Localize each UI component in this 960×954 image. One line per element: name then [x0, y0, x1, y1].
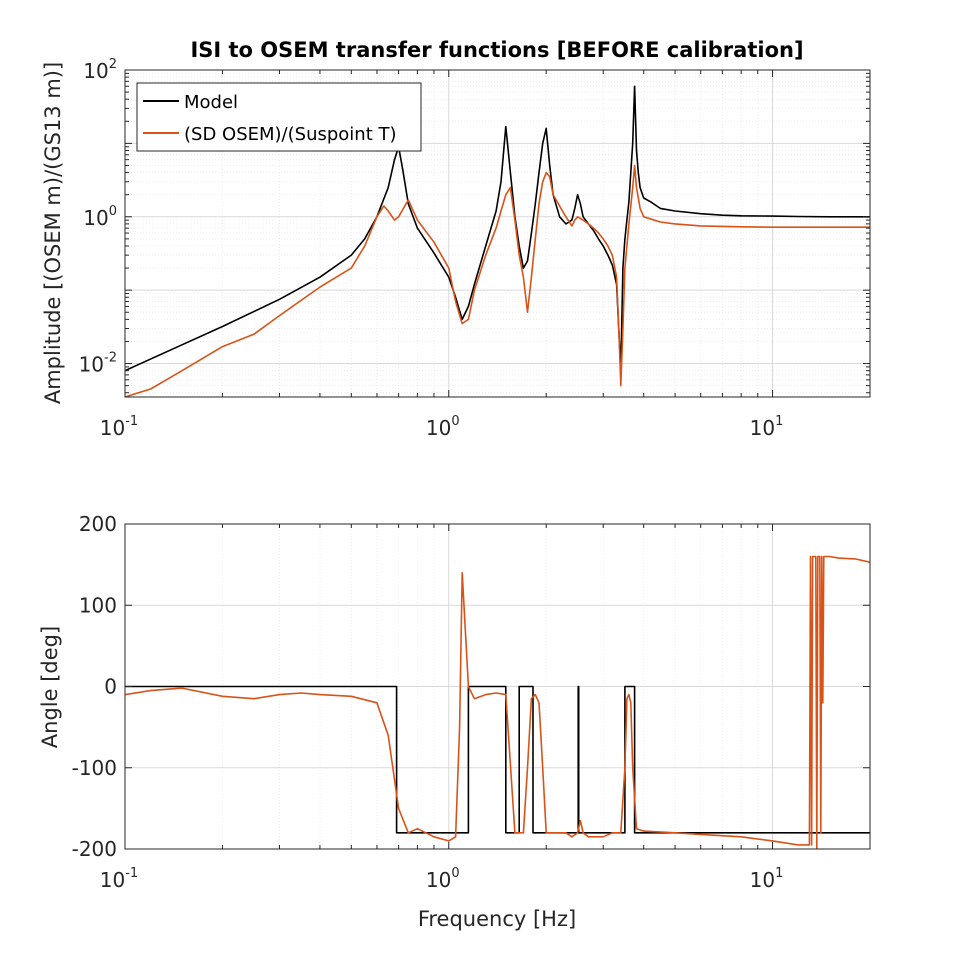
y-tick-label: 100 — [79, 593, 117, 617]
chart-title: ISI to OSEM transfer functions [BEFORE c… — [190, 38, 803, 62]
x-tick-label: 100 — [426, 414, 460, 440]
x-tick-label: 101 — [750, 414, 784, 440]
y-tick-label: -100 — [72, 756, 117, 780]
magnitude-series — [125, 85, 870, 397]
legend-entry-model: Model — [184, 92, 238, 113]
magnitude-axes: 10-1 100 101 10-2 100 102 ISI to OSEM transfe… — [41, 38, 871, 440]
y-tick-label: 102 — [83, 57, 117, 83]
magnitude-y-axis-label: Amplitude [(OSEM m)/(GS13 m)] — [41, 62, 65, 404]
x-axis-label: Frequency [Hz] — [418, 907, 576, 931]
phase-ticks: 10-1 100 101 200 100 0 -100 -200 — [72, 512, 871, 892]
legend-box — [136, 82, 422, 152]
magnitude-measured-line — [125, 164, 870, 397]
phase-model-line — [125, 685, 870, 834]
y-tick-label: -200 — [72, 837, 117, 861]
phase-measured-line — [125, 555, 870, 849]
phase-axes: 10-1 100 101 200 100 0 -100 -200 Frequency [Hz]… — [38, 512, 871, 931]
magnitude-ticks: 10-1 100 101 10-2 100 102 — [79, 57, 871, 440]
y-tick-label: 0 — [104, 675, 117, 699]
magnitude-model-line — [125, 85, 870, 372]
legend-entry-measured: (SD OSEM)/(Suspoint T) — [184, 124, 397, 145]
y-tick-label: 10-2 — [79, 351, 117, 377]
y-tick-label: 100 — [83, 204, 117, 230]
phase-series — [125, 555, 870, 849]
x-tick-label: 100 — [426, 866, 460, 892]
y-tick-label: 200 — [79, 512, 117, 536]
phase-y-axis-label: Angle [deg] — [38, 626, 62, 748]
x-tick-label: 101 — [750, 866, 784, 892]
legend: Model (SD OSEM)/(Suspoint T) — [136, 82, 422, 152]
x-tick-label: 10-1 — [100, 414, 138, 440]
x-tick-label: 10-1 — [100, 866, 138, 892]
